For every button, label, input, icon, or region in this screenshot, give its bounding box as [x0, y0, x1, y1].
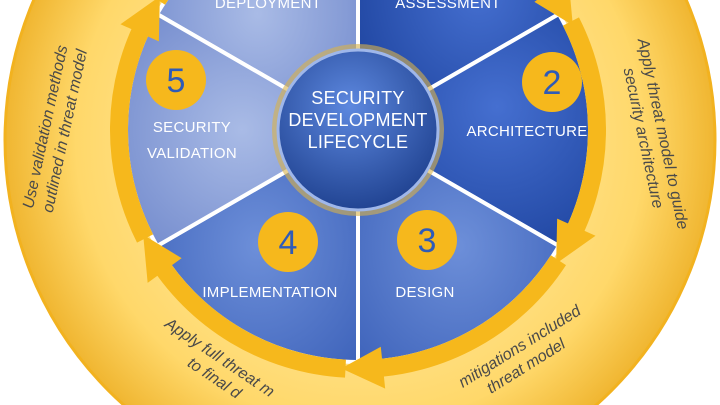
- center-line-3: LIFECYCLE: [308, 132, 409, 152]
- center-hub: [276, 48, 440, 212]
- number-badge-implementation: [258, 212, 318, 272]
- label-assessment: ASSESSMENT: [395, 0, 501, 12]
- arrow-head-assessment: [534, 0, 573, 26]
- label-security-validation-1: SECURITY: [153, 119, 231, 136]
- arrow-band-deployment: [157, 0, 169, 5]
- segment-labels: DEPLOYMENT ASSESSMENT 2 ARCHITECTURE 3 DESIGN…: [146, 0, 587, 301]
- center-line-1: SECURITY: [311, 88, 404, 108]
- center-line-2: DEVELOPMENT: [288, 110, 427, 130]
- label-deployment: DEPLOYMENT: [215, 0, 321, 12]
- arrow-band: [110, 0, 607, 389]
- number-security-validation: 5: [167, 62, 186, 100]
- arrow-head-architecture: [556, 218, 596, 264]
- arrow-band-security-validation: [110, 9, 157, 243]
- label-design: DESIGN: [395, 284, 454, 301]
- arrow-band-architecture: [559, 17, 607, 251]
- number-implementation: 4: [279, 224, 298, 262]
- number-badge-design: [397, 210, 457, 270]
- arrow-head-implementation: [143, 234, 182, 283]
- label-security-validation-2: VALIDATION: [147, 145, 237, 162]
- number-architecture: 2: [543, 64, 562, 102]
- arrow-head-design: [341, 346, 386, 389]
- number-design: 3: [418, 222, 437, 260]
- arrow-head-security-validation: [120, 0, 160, 42]
- number-badge-security-validation: [146, 50, 206, 110]
- number-badge-architecture: [522, 52, 582, 112]
- label-architecture: ARCHITECTURE: [466, 123, 587, 140]
- label-implementation: IMPLEMENTATION: [202, 284, 337, 301]
